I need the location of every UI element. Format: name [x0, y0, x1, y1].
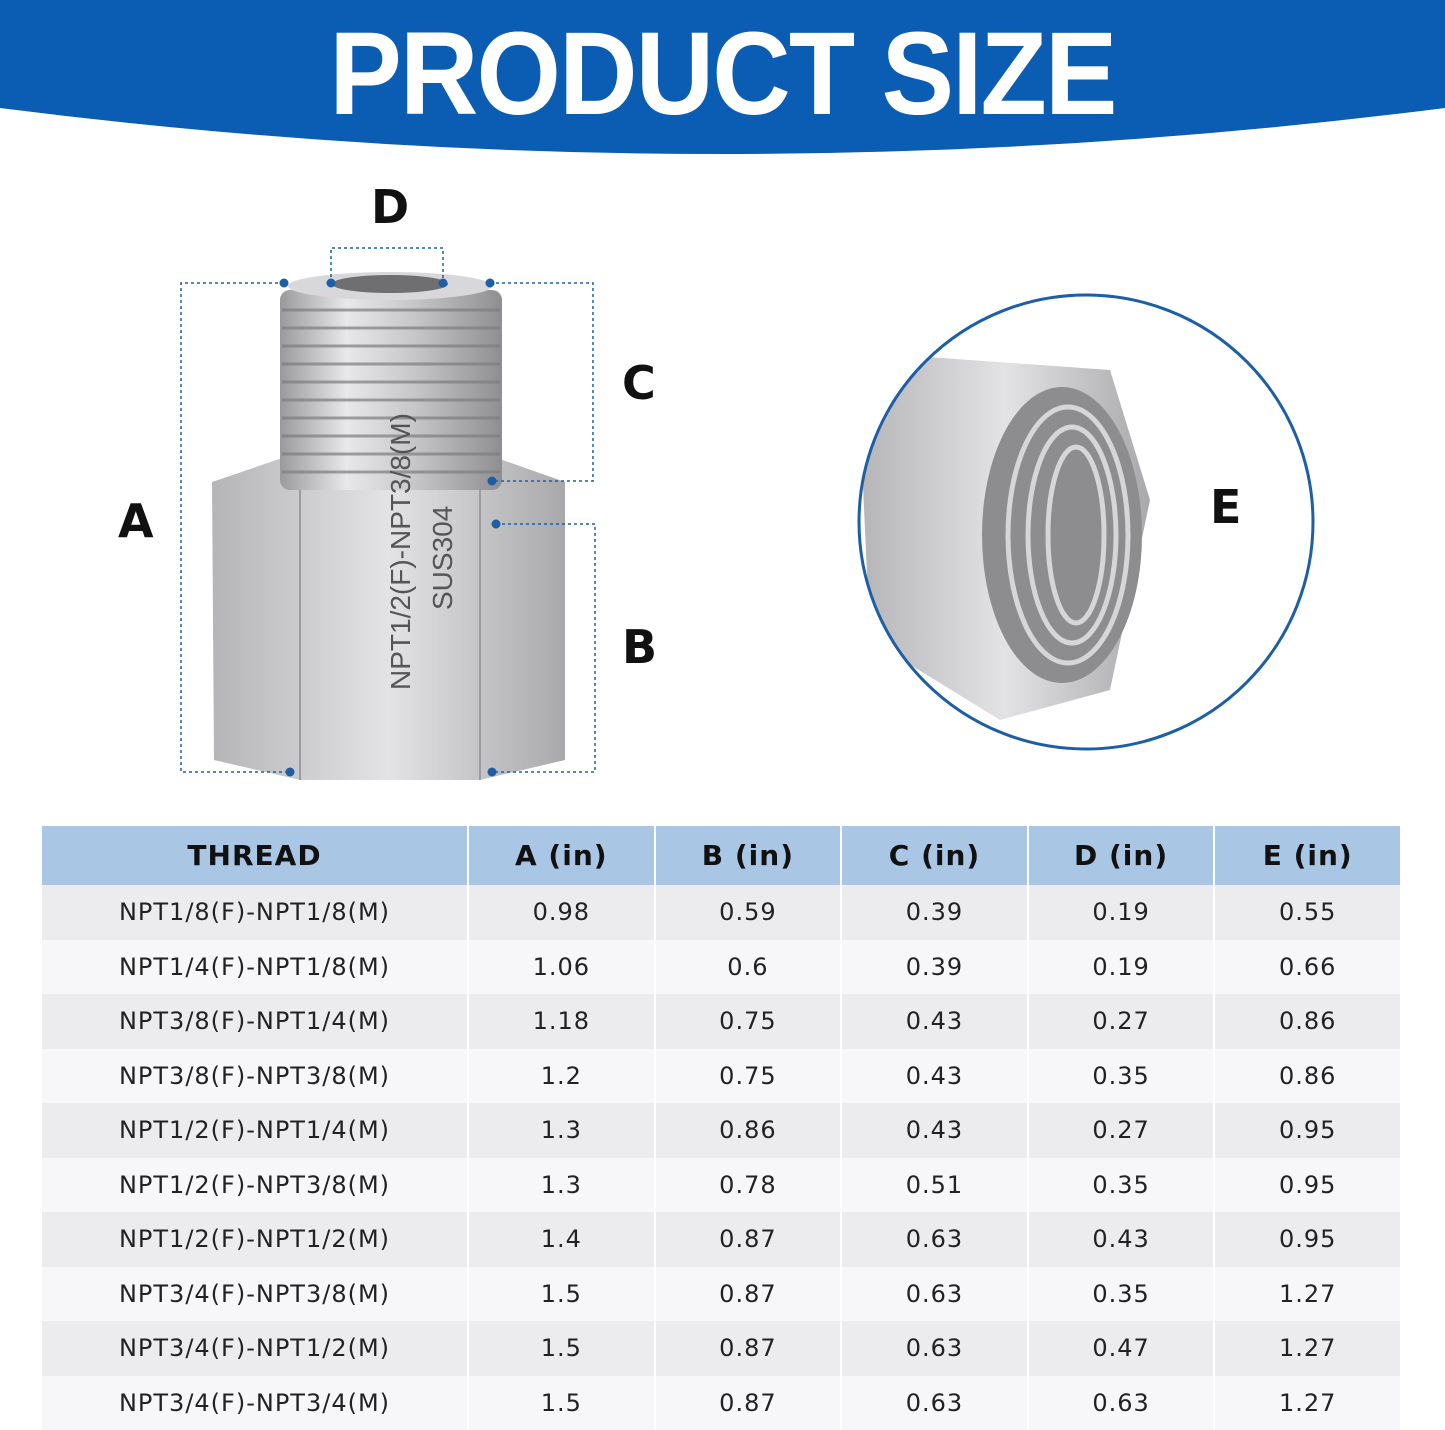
dimension-cell: 0.63 [841, 1321, 1028, 1376]
column-header: THREAD [42, 826, 468, 885]
column-header: C (in) [841, 826, 1028, 885]
dimension-cell: 0.86 [1214, 994, 1401, 1049]
dimension-cell: 0.39 [841, 885, 1028, 940]
dimension-cell: 1.5 [468, 1267, 655, 1322]
dimension-cell: 0.87 [655, 1376, 842, 1430]
dimension-cell: 0.63 [841, 1267, 1028, 1322]
column-header: B (in) [655, 826, 842, 885]
dimension-cell: 1.3 [468, 1158, 655, 1213]
thread-cell: NPT3/4(F)-NPT3/8(M) [42, 1267, 468, 1322]
dimension-cell: 1.27 [1214, 1376, 1401, 1430]
dimension-cell: 0.95 [1214, 1103, 1401, 1158]
dimension-cell: 0.95 [1214, 1212, 1401, 1267]
dimension-cell: 1.5 [468, 1321, 655, 1376]
dimension-cell: 0.87 [655, 1267, 842, 1322]
thread-cell: NPT3/4(F)-NPT3/4(M) [42, 1376, 468, 1430]
thread-cell: NPT1/8(F)-NPT1/8(M) [42, 885, 468, 940]
dimension-cell: 0.78 [655, 1158, 842, 1213]
dimension-cell: 0.6 [655, 940, 842, 995]
dimension-cell: 0.87 [655, 1321, 842, 1376]
dimension-cell: 0.39 [841, 940, 1028, 995]
dimension-cell: 0.75 [655, 1049, 842, 1104]
dimension-cell: 0.27 [1028, 994, 1215, 1049]
dimension-cell: 0.66 [1214, 940, 1401, 995]
dimension-cell: 0.51 [841, 1158, 1028, 1213]
thread-cell: NPT3/4(F)-NPT1/2(M) [42, 1321, 468, 1376]
dimension-cell: 0.35 [1028, 1158, 1215, 1213]
dimension-cell: 1.2 [468, 1049, 655, 1104]
dimension-cell: 0.86 [1214, 1049, 1401, 1104]
dimension-cell: 0.63 [841, 1212, 1028, 1267]
dimension-cell: 0.43 [841, 1049, 1028, 1104]
dimension-cell: 0.63 [841, 1376, 1028, 1430]
dimension-cell: 0.47 [1028, 1321, 1215, 1376]
dimension-cell: 0.19 [1028, 940, 1215, 995]
dimension-cell: 0.43 [1028, 1212, 1215, 1267]
column-header: E (in) [1214, 826, 1401, 885]
column-header: D (in) [1028, 826, 1215, 885]
dimension-cell: 1.5 [468, 1376, 655, 1430]
dimension-cell: 0.43 [841, 994, 1028, 1049]
dimension-label-d: D [371, 180, 409, 234]
fitting-side-view: NPT1/2(F)-NPT3/8(M) SUS304 [212, 272, 565, 780]
dimension-cell: 0.35 [1028, 1049, 1215, 1104]
dimension-cell: 0.27 [1028, 1103, 1215, 1158]
dimension-cell: 1.27 [1214, 1267, 1401, 1322]
thread-cell: NPT1/2(F)-NPT1/2(M) [42, 1212, 468, 1267]
thread-cell: NPT3/8(F)-NPT3/8(M) [42, 1049, 468, 1104]
dimension-cell: 1.06 [468, 940, 655, 995]
dimension-cell: 0.55 [1214, 885, 1401, 940]
dimension-cell: 0.98 [468, 885, 655, 940]
thread-cell: NPT3/8(F)-NPT1/4(M) [42, 994, 468, 1049]
dimension-cell: 1.27 [1214, 1321, 1401, 1376]
dimension-cell: 0.95 [1214, 1158, 1401, 1213]
thread-cell: NPT1/4(F)-NPT1/8(M) [42, 940, 468, 995]
dimension-cell: 0.43 [841, 1103, 1028, 1158]
engraving-line2: SUS304 [427, 506, 458, 610]
dimension-cell: 0.35 [1028, 1267, 1215, 1322]
dimension-label-c: C [622, 356, 656, 410]
dimension-cell: 0.59 [655, 885, 842, 940]
dimension-cell: 0.19 [1028, 885, 1215, 940]
page-title: PRODUCT SIZE [58, 14, 1387, 134]
dimension-label-e: E [1210, 480, 1241, 534]
dimension-cell: 1.3 [468, 1103, 655, 1158]
dimension-cell: 0.87 [655, 1212, 842, 1267]
column-header: A (in) [468, 826, 655, 885]
dimension-cell: 1.18 [468, 994, 655, 1049]
engraving-line1: NPT1/2(F)-NPT3/8(M) [385, 413, 416, 690]
dimension-label-a: A [118, 494, 154, 548]
dimension-cell: 1.4 [468, 1212, 655, 1267]
thread-cell: NPT1/2(F)-NPT1/4(M) [42, 1103, 468, 1158]
fitting-end-view-magnified [850, 290, 1330, 760]
dimension-cell: 0.75 [655, 994, 842, 1049]
dimension-cell: 0.63 [1028, 1376, 1215, 1430]
dimension-cell: 0.86 [655, 1103, 842, 1158]
dimension-label-b: B [622, 620, 657, 674]
thread-cell: NPT1/2(F)-NPT3/8(M) [42, 1158, 468, 1213]
